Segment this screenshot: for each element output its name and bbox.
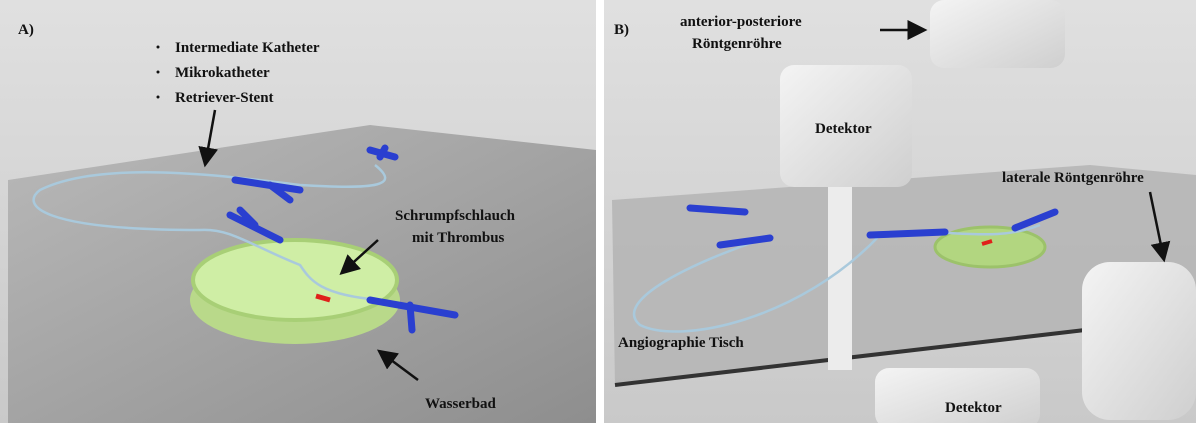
ap-tube [930,0,1065,68]
annotation: Detektor [945,400,1002,416]
panel-label: A) [18,22,34,38]
connectors [686,204,1059,249]
bullet [156,95,160,99]
catheter [632,223,1041,333]
arrow [198,109,219,168]
catheter [32,164,387,302]
connectors [226,144,459,334]
annotation: anterior-posteriore [680,14,802,30]
thrombus [981,239,993,246]
water-bath [933,225,1047,269]
annotation: Angiographie Tisch [618,335,744,351]
arrow [1148,191,1171,263]
thrombus [315,293,331,303]
detector-bottom [875,368,1040,423]
annotation: Schrumpfschlauch [395,208,516,224]
bullet [156,70,160,74]
annotation: Wasserbad [425,396,497,412]
detector-box [780,65,912,187]
item: Mikrokatheter [175,65,270,81]
panel-b: B) anterior-posteriore Röntgenröhre Dete… [604,0,1196,423]
arrow [339,239,379,276]
arrow [376,349,419,382]
annotation: laterale Röntgenröhre [1002,170,1144,186]
item: Intermediate Katheter [175,40,320,56]
table [612,165,1196,385]
annotation: Detektor [815,121,872,137]
lateral-tube [1082,262,1196,420]
item: Retriever-Stent [175,90,274,106]
annotation: mit Thrombus [412,230,505,246]
bullet [156,45,160,49]
panel-label: B) [614,22,629,38]
panel-a: A) Intermediate Katheter Mikrokatheter R… [0,0,596,423]
annotation: Röntgenröhre [692,36,782,52]
